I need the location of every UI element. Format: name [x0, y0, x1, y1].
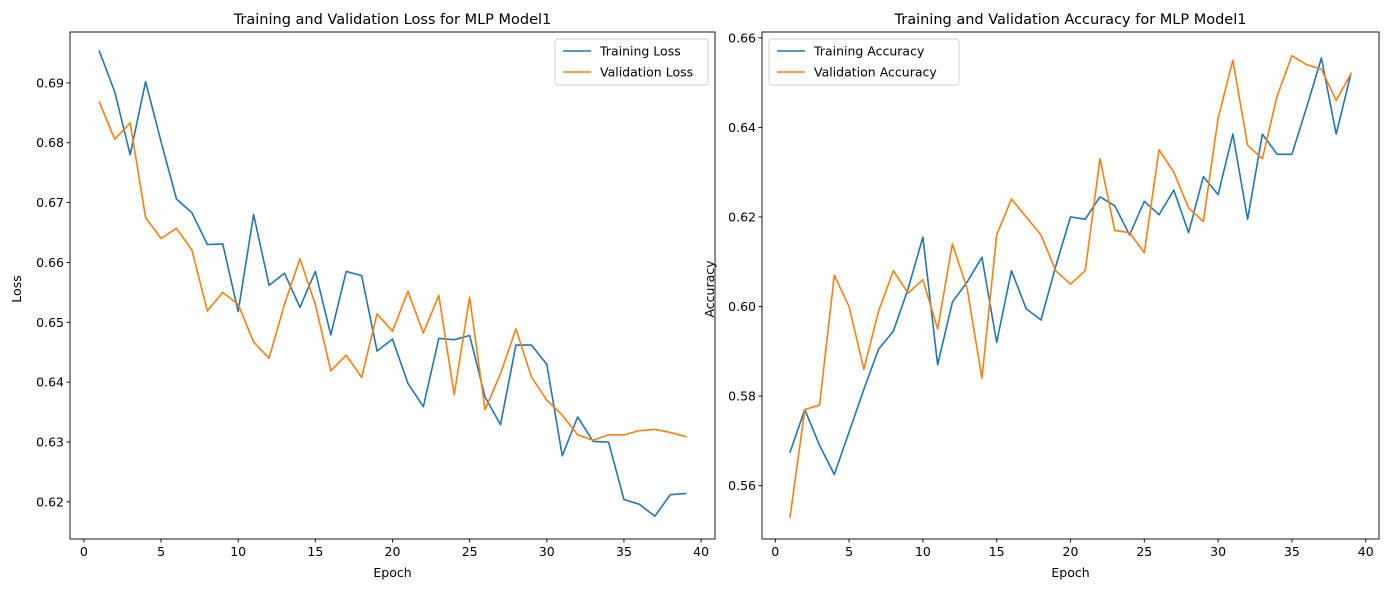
- accuracy-legend-label-training-accuracy: Training Accuracy: [813, 44, 925, 59]
- loss-series-training-loss: [98, 50, 687, 518]
- loss-x-tick-label: 15: [307, 544, 323, 559]
- accuracy-legend: Training Accuracy Validation Accuracy: [768, 38, 960, 86]
- loss-y-tick-label: 0.65: [36, 315, 64, 330]
- accuracy-y-axis-label: Accuracy: [702, 260, 717, 318]
- accuracy-plot-area: [789, 54, 1353, 518]
- accuracy-series-training-accuracy: [789, 57, 1352, 476]
- accuracy-y-tick-label: 0.56: [728, 478, 756, 493]
- loss-x-tick-label: 40: [693, 544, 709, 559]
- accuracy-y-tick-label: 0.66: [728, 30, 756, 45]
- accuracy-y-tick-label: 0.62: [728, 209, 756, 224]
- loss-legend-label-validation-loss: Validation Loss: [600, 65, 693, 80]
- accuracy-x-tick-label: 30: [1210, 544, 1226, 559]
- loss-y-tick-label: 0.66: [36, 255, 64, 270]
- loss-axes-frame: [69, 31, 716, 540]
- loss-series-validation-loss: [98, 100, 687, 442]
- accuracy-chart: Training and Validation Accuracy for MLP…: [702, 12, 1380, 580]
- accuracy-x-tick-label: 5: [845, 544, 853, 559]
- accuracy-x-tick-label: 35: [1284, 544, 1300, 559]
- accuracy-legend-label-validation-accuracy: Validation Accuracy: [814, 65, 937, 80]
- loss-plot-area: [98, 50, 687, 518]
- loss-x-axis-label: Epoch: [373, 565, 411, 580]
- accuracy-axes-frame: [761, 31, 1380, 540]
- loss-y-tick-label: 0.69: [36, 75, 64, 90]
- loss-y-tick-label: 0.68: [36, 135, 64, 150]
- loss-x-tick-label: 0: [80, 544, 88, 559]
- loss-y-tick-label: 0.63: [36, 435, 64, 450]
- loss-x-tick-label: 5: [157, 544, 165, 559]
- loss-y-tick-label: 0.62: [36, 494, 64, 509]
- loss-x-tick-label: 20: [385, 544, 401, 559]
- loss-legend-label-training-loss: Training Loss: [599, 44, 681, 59]
- accuracy-x-tick-label: 25: [1136, 544, 1152, 559]
- loss-axis-ticks: 0 5 10 15 20 25 30 35 40 0.62 0.63 0.64 0.65 0.66 0.67…: [36, 75, 709, 559]
- accuracy-x-tick-label: 20: [1063, 544, 1079, 559]
- loss-x-tick-label: 25: [462, 544, 478, 559]
- loss-y-tick-label: 0.64: [36, 375, 64, 390]
- loss-x-tick-label: 10: [230, 544, 246, 559]
- loss-legend: Training Loss Validation Loss: [554, 38, 709, 86]
- accuracy-legend-box: [768, 38, 960, 86]
- loss-x-tick-label: 30: [539, 544, 555, 559]
- loss-chart-title: Training and Validation Loss for MLP Mod…: [233, 12, 552, 28]
- loss-y-tick-label: 0.67: [36, 195, 64, 210]
- accuracy-x-axis-label: Epoch: [1051, 565, 1089, 580]
- accuracy-x-tick-label: 40: [1358, 544, 1374, 559]
- accuracy-x-tick-label: 15: [989, 544, 1005, 559]
- accuracy-y-tick-label: 0.64: [728, 120, 756, 135]
- loss-chart: Training and Validation Loss for MLP Mod…: [9, 12, 716, 580]
- accuracy-y-tick-label: 0.60: [728, 299, 756, 314]
- accuracy-y-tick-label: 0.58: [728, 389, 756, 404]
- loss-y-axis-label: Loss: [9, 275, 24, 302]
- accuracy-series-validation-accuracy: [789, 54, 1353, 518]
- accuracy-chart-title: Training and Validation Accuracy for MLP…: [894, 12, 1247, 28]
- loss-legend-box: [554, 38, 709, 86]
- accuracy-axis-ticks: 0 5 10 15 20 25 30 35 40 0.56 0.58 0.60 0.62 0.64 0.66: [728, 30, 1374, 559]
- loss-x-tick-label: 35: [616, 544, 632, 559]
- accuracy-x-tick-label: 10: [915, 544, 931, 559]
- accuracy-x-tick-label: 0: [771, 544, 779, 559]
